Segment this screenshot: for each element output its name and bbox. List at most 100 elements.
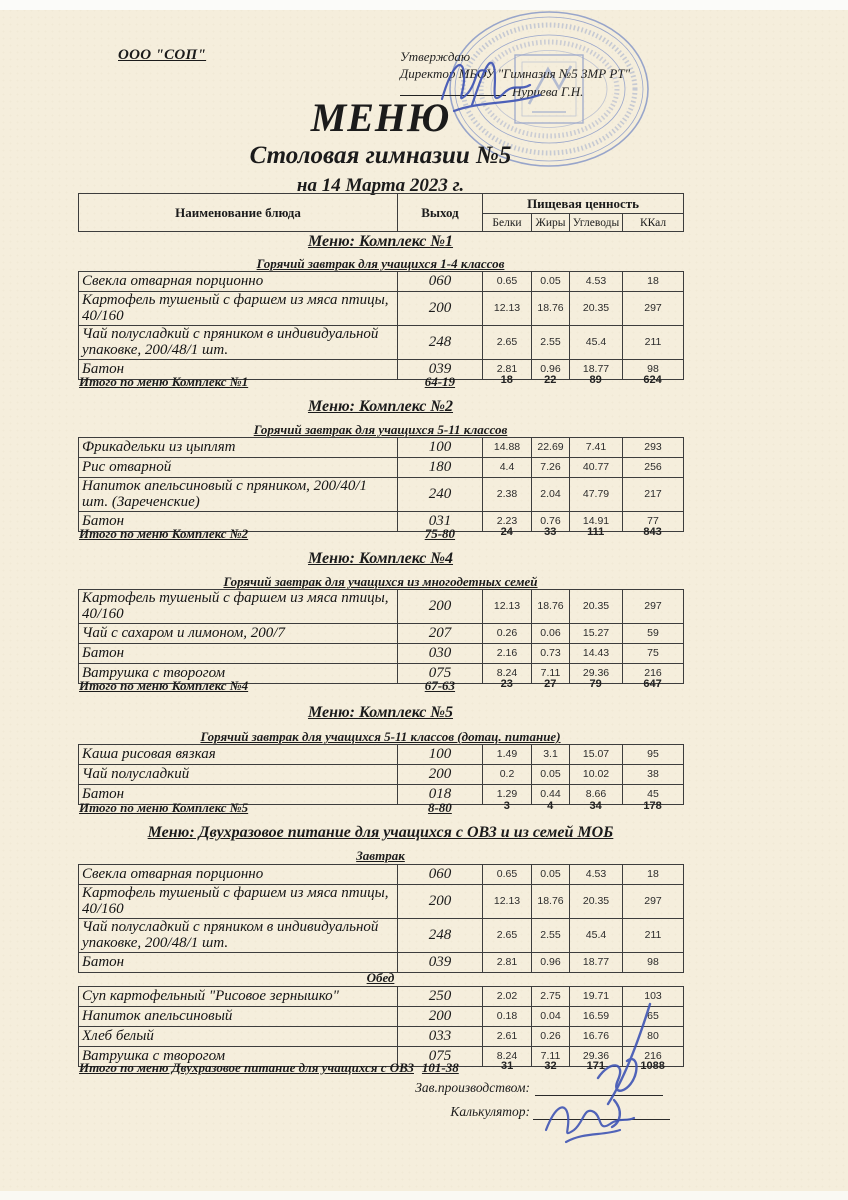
dish-kcal: 98: [622, 359, 684, 380]
dish-fat: 0.76: [531, 511, 570, 532]
dish-kcal: 77: [622, 511, 684, 532]
dish-row: Ватрушка с творогом 075 8.24 7.11 29.36 216: [78, 1046, 684, 1067]
dish-output: 200: [397, 589, 483, 624]
dish-carbs: 20.35: [569, 884, 623, 919]
dish-kcal: 45: [622, 784, 684, 805]
dish-row: Чай полусладкий с пряником в индивидуаль…: [78, 325, 684, 360]
dish-kcal: 95: [622, 744, 684, 765]
total-fat: 32: [544, 1060, 557, 1072]
dish-name: Свекла отварная порционно: [78, 271, 398, 292]
dish-protein: 2.65: [482, 325, 532, 360]
total-protein: 18: [500, 374, 513, 386]
col-header-protein: Белки: [482, 213, 532, 232]
dish-name: Рис отварной: [78, 457, 398, 478]
section-subtitle: Завтрак: [356, 848, 405, 863]
approval-director-line: Директор МБОУ "Гимназия №5 ЗМР РТ": [400, 66, 631, 81]
dish-carbs: 4.53: [569, 271, 623, 292]
dish-row: Картофель тушеный с фаршем из мяса птицы…: [78, 884, 684, 919]
dish-row: Хлеб белый 033 2.61 0.26 16.76 80: [78, 1026, 684, 1047]
dish-protein: 0.65: [482, 271, 532, 292]
dish-row: Фрикадельки из цыплят 100 14.88 22.69 7.41 29…: [78, 437, 684, 458]
dish-output: 250: [397, 986, 483, 1007]
dish-fat: 18.76: [531, 291, 570, 326]
section-subtitle: Горячий завтрак для учащихся из многодет…: [223, 574, 538, 589]
dish-carbs: 7.41: [569, 437, 623, 458]
dish-protein: 12.13: [482, 884, 532, 919]
dish-protein: 4.4: [482, 457, 532, 478]
dish-kcal: 59: [622, 623, 684, 644]
dish-row: Чай полусладкий с пряником в индивидуаль…: [78, 918, 684, 953]
dish-output: 200: [397, 884, 483, 919]
dish-carbs: 19.71: [569, 986, 623, 1007]
dish-fat: 0.73: [531, 643, 570, 664]
section-subtitle: Обед: [366, 970, 395, 985]
col-header-output: Выход: [397, 193, 483, 232]
dish-carbs: 29.36: [569, 1046, 623, 1067]
menu-header-table: Наименование блюда Выход Пищевая ценност…: [78, 193, 685, 232]
col-header-dish: Наименование блюда: [78, 193, 398, 232]
dish-protein: 8.24: [482, 1046, 532, 1067]
dish-fat: 3.1: [531, 744, 570, 765]
title-block: МЕНЮ Столовая гимназии №5 на 14 Марта 20…: [78, 94, 683, 197]
section-title: Меню: Двухразовое питание для учащихся с…: [147, 824, 614, 841]
dish-kcal: 103: [622, 986, 684, 1007]
dish-output: 060: [397, 271, 483, 292]
header-row-1: Наименование блюда Выход Пищевая ценност…: [78, 193, 685, 232]
total-carbs: 171: [586, 1060, 605, 1072]
total-fat: 33: [544, 526, 557, 538]
dish-name: Батон: [78, 952, 398, 973]
dish-row: Ватрушка с творогом 075 8.24 7.11 29.36 216: [78, 663, 684, 684]
dish-fat: 7.26: [531, 457, 570, 478]
dish-row: Напиток апельсиновый 200 0.18 0.04 16.59 65: [78, 1006, 684, 1027]
doc-date: на 14 Марта 2023 г.: [296, 175, 465, 196]
dish-kcal: 18: [622, 271, 684, 292]
total-carbs: 89: [589, 374, 602, 386]
total-label: Итого по меню Комплекс №4: [79, 678, 249, 693]
dish-name: Чай полусладкий с пряником в индивидуаль…: [78, 918, 398, 953]
total-fat: 27: [544, 678, 557, 690]
total-carbs: 111: [587, 526, 605, 538]
dish-name: Батон: [78, 643, 398, 664]
dish-name: Фрикадельки из цыплят: [78, 437, 398, 458]
total-protein: 31: [500, 1060, 514, 1072]
dish-row: Картофель тушеный с фаршем из мяса птицы…: [78, 589, 684, 624]
dish-fat: 2.55: [531, 918, 570, 953]
dish-fat: 7.11: [531, 1046, 570, 1067]
dish-output: 039: [397, 952, 483, 973]
dish-name: Каша рисовая вязкая: [78, 744, 398, 765]
dish-kcal: 216: [622, 663, 684, 684]
dish-kcal: 18: [622, 864, 684, 885]
production-manager-label: Зав.производством:: [415, 1080, 530, 1095]
dish-name: Хлеб белый: [78, 1026, 398, 1047]
header-row-2: Белки Жиры Углеводы ККал: [79, 213, 685, 232]
calculator-signature-line: [533, 1104, 670, 1120]
section-title: Меню: Комплекс №1: [307, 233, 454, 250]
total-label: Итого по меню Двухразовое питание для уч…: [79, 1060, 414, 1075]
dish-kcal: 297: [622, 884, 684, 919]
dish-fat: 0.05: [531, 271, 570, 292]
section-title: Меню: Комплекс №4: [307, 550, 454, 567]
dish-row: Свекла отварная порционно 060 0.65 0.05 4.53…: [78, 271, 684, 292]
total-protein: 3: [503, 800, 510, 812]
signature-line: [400, 82, 506, 96]
dish-fat: 7.11: [531, 663, 570, 684]
section-title: Меню: Комплекс №2: [307, 398, 454, 415]
dish-name: Чай полусладкий: [78, 764, 398, 785]
dish-name: Напиток апельсиновый с пряником, 200/40/…: [78, 477, 398, 512]
dish-row: Батон 031 2.23 0.76 14.91 77: [78, 511, 684, 532]
total-kcal: 647: [643, 678, 662, 690]
dish-carbs: 18.77: [569, 952, 623, 973]
dish-fat: 2.55: [531, 325, 570, 360]
total-output: 64-19: [424, 374, 456, 389]
dish-row: Каша рисовая вязкая 100 1.49 3.1 15.07 95: [78, 744, 684, 765]
menu-table: Каша рисовая вязкая 100 1.49 3.1 15.07 95 Чай …: [78, 744, 684, 805]
dish-protein: 0.65: [482, 864, 532, 885]
approval-block: Утверждаю Директор МБОУ "Гимназия №5 ЗМР…: [400, 48, 630, 100]
dish-row: Свекла отварная порционно 060 0.65 0.05 4.53…: [78, 864, 684, 885]
dish-name: Суп картофельный "Рисовое зернышко": [78, 986, 398, 1007]
dish-kcal: 297: [622, 589, 684, 624]
dish-fat: 2.04: [531, 477, 570, 512]
dish-carbs: 4.53: [569, 864, 623, 885]
director-signature-icon: [440, 61, 542, 113]
